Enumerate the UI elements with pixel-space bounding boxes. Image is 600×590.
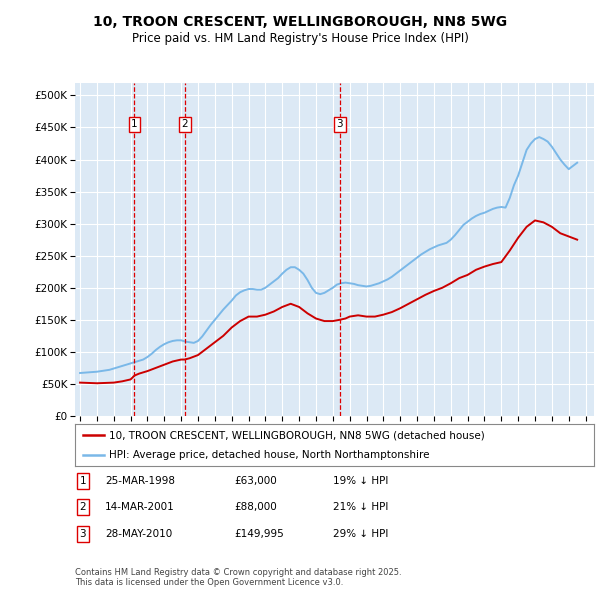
Text: 10, TROON CRESCENT, WELLINGBOROUGH, NN8 5WG (detached house): 10, TROON CRESCENT, WELLINGBOROUGH, NN8 …	[109, 430, 484, 440]
Text: 2: 2	[181, 119, 188, 129]
Text: 28-MAY-2010: 28-MAY-2010	[105, 529, 172, 539]
Text: 14-MAR-2001: 14-MAR-2001	[105, 503, 175, 512]
Text: 1: 1	[131, 119, 138, 129]
Text: 3: 3	[79, 529, 86, 539]
Text: 3: 3	[337, 119, 343, 129]
Text: 2: 2	[79, 503, 86, 512]
Text: 21% ↓ HPI: 21% ↓ HPI	[333, 503, 388, 512]
Text: 29% ↓ HPI: 29% ↓ HPI	[333, 529, 388, 539]
Text: 25-MAR-1998: 25-MAR-1998	[105, 476, 175, 486]
Text: HPI: Average price, detached house, North Northamptonshire: HPI: Average price, detached house, Nort…	[109, 451, 429, 460]
Text: £88,000: £88,000	[234, 503, 277, 512]
Text: 10, TROON CRESCENT, WELLINGBOROUGH, NN8 5WG: 10, TROON CRESCENT, WELLINGBOROUGH, NN8 …	[93, 15, 507, 30]
Text: Contains HM Land Registry data © Crown copyright and database right 2025.
This d: Contains HM Land Registry data © Crown c…	[75, 568, 401, 587]
Text: Price paid vs. HM Land Registry's House Price Index (HPI): Price paid vs. HM Land Registry's House …	[131, 32, 469, 45]
Text: 19% ↓ HPI: 19% ↓ HPI	[333, 476, 388, 486]
Text: 1: 1	[79, 476, 86, 486]
Text: £149,995: £149,995	[234, 529, 284, 539]
Text: £63,000: £63,000	[234, 476, 277, 486]
